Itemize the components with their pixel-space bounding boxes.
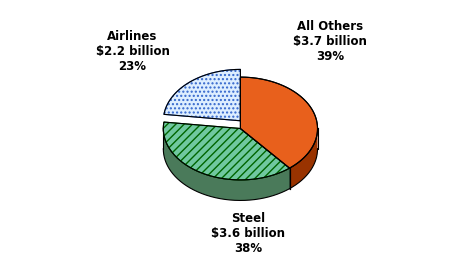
Text: All Others
$3.7 billion
39%: All Others $3.7 billion 39% [293,20,367,63]
Text: Steel
$3.6 billion
38%: Steel $3.6 billion 38% [211,212,285,255]
Polygon shape [163,128,289,200]
Polygon shape [164,69,240,121]
Polygon shape [240,128,289,189]
Polygon shape [240,77,318,168]
Polygon shape [240,128,289,189]
Text: Airlines
$2.2 billion
23%: Airlines $2.2 billion 23% [95,30,169,73]
Polygon shape [289,128,318,189]
Polygon shape [163,122,289,180]
